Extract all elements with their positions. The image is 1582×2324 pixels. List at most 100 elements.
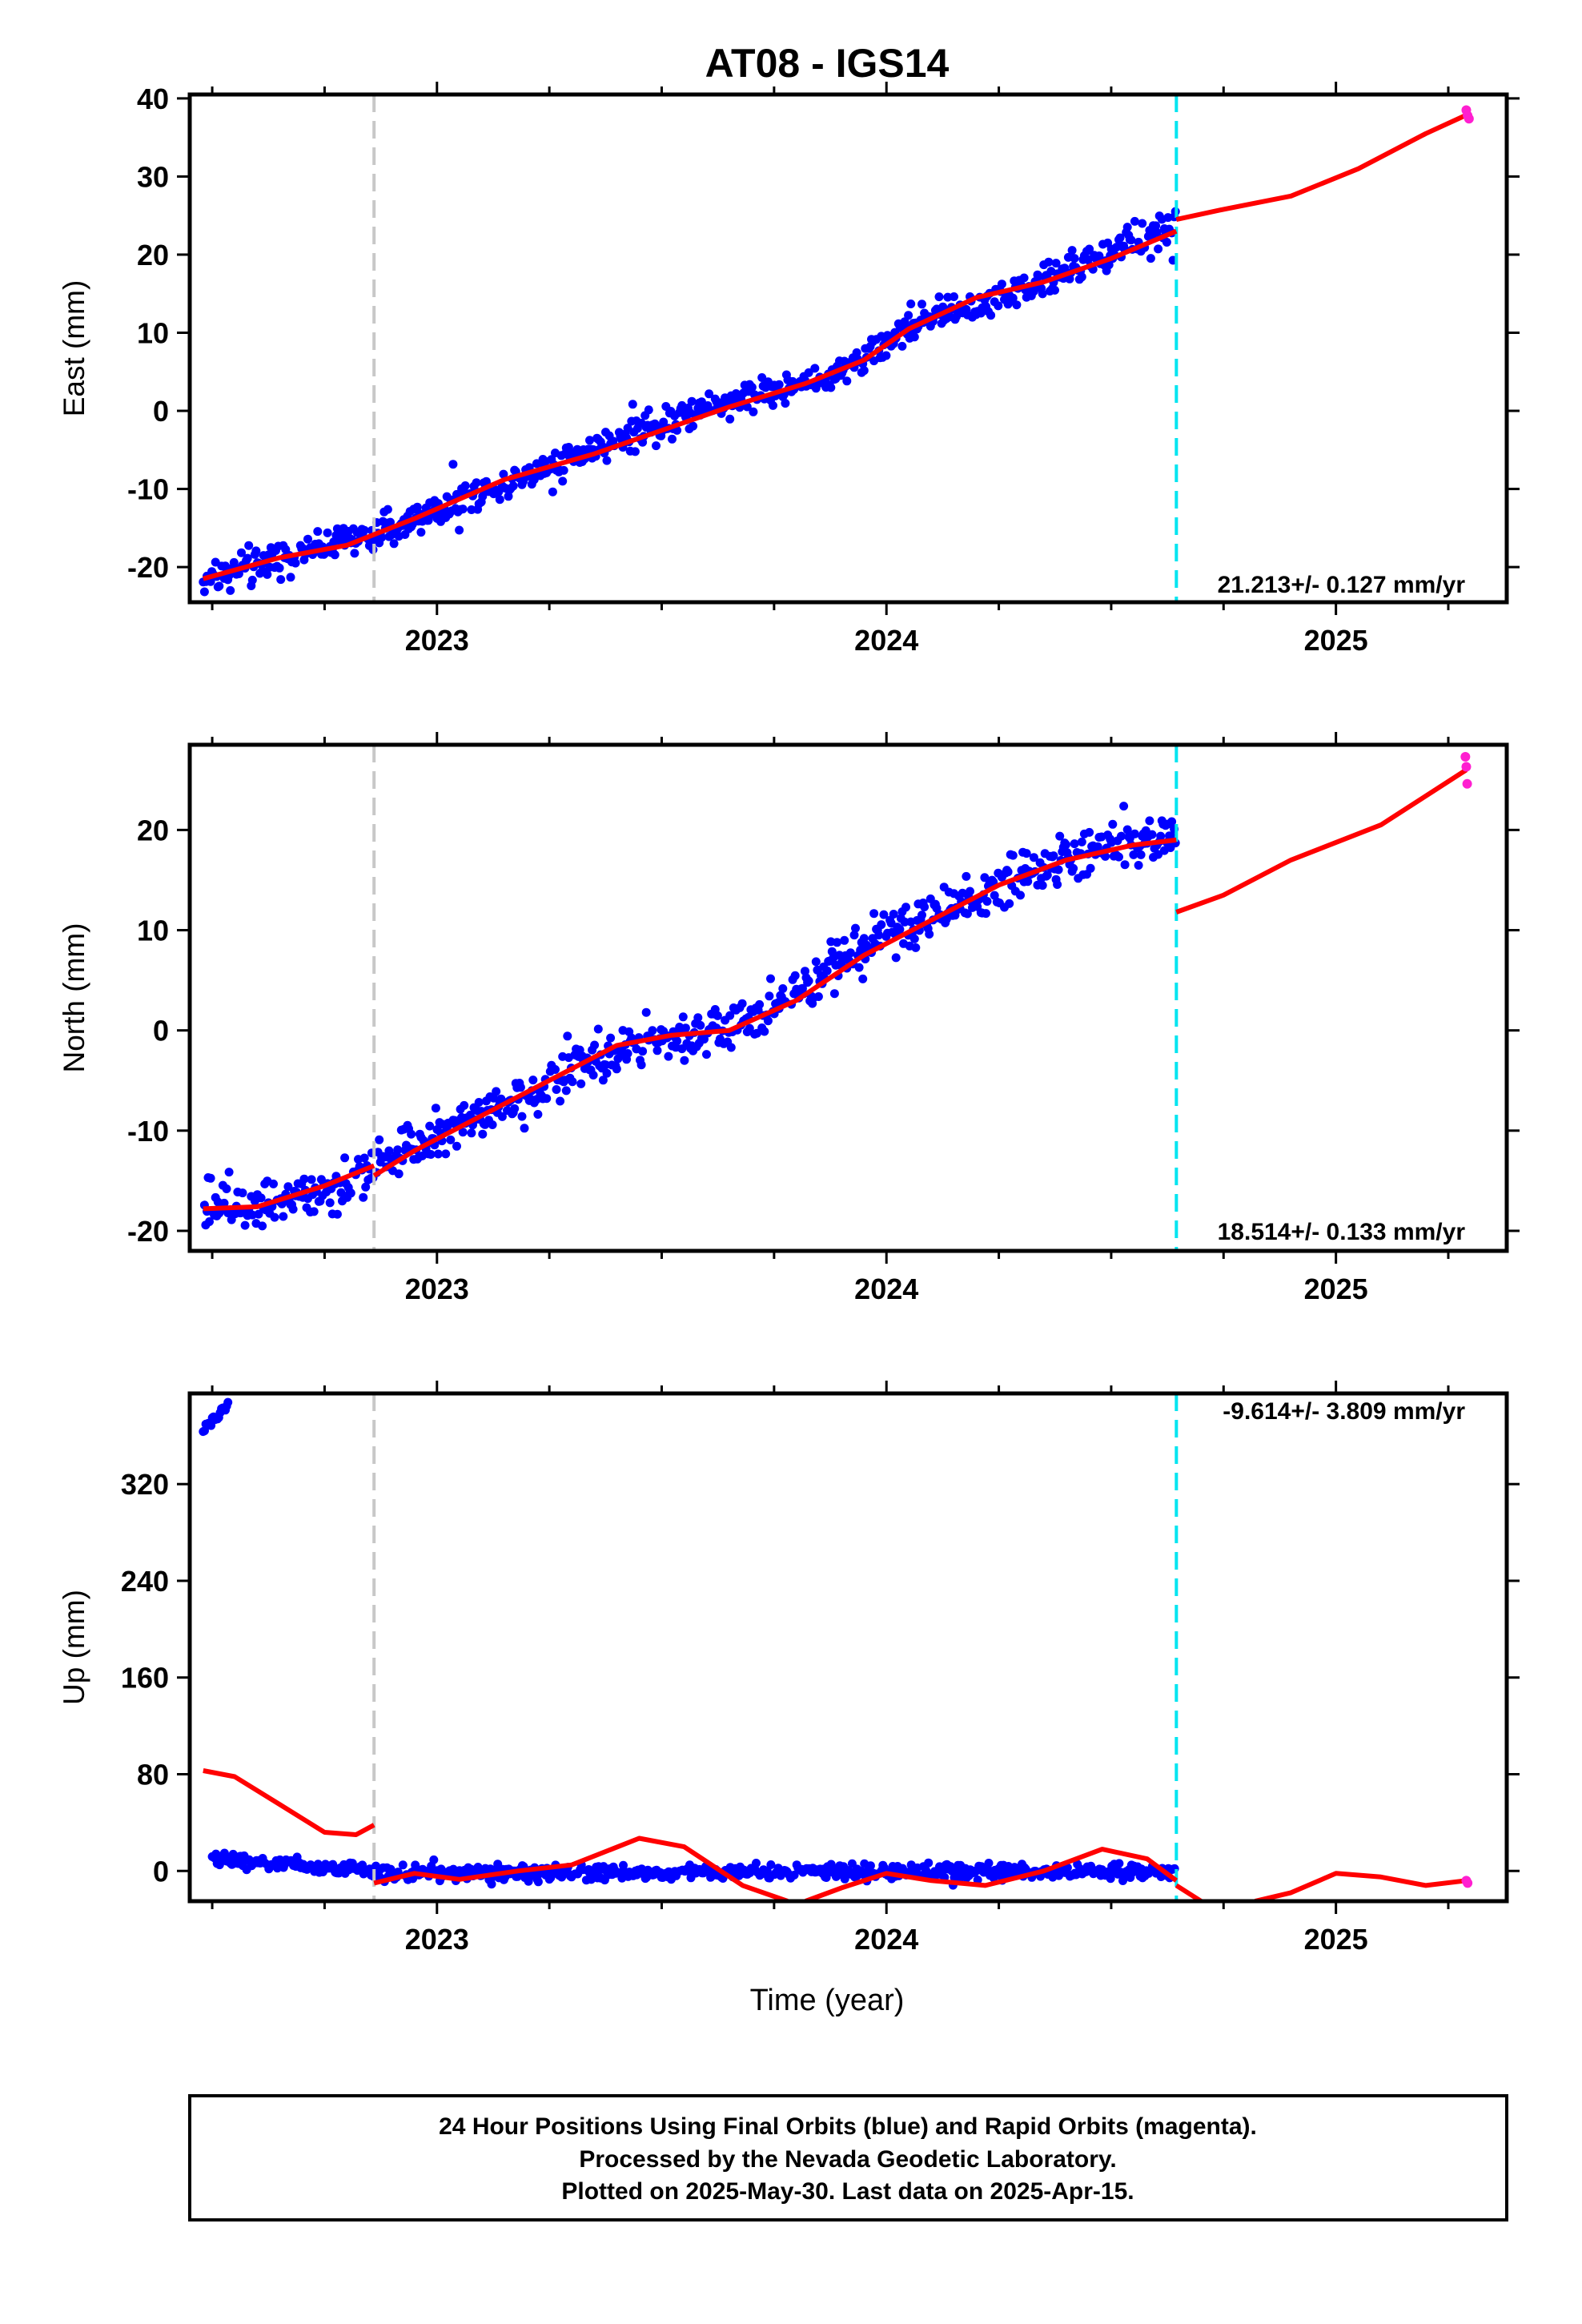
data-point bbox=[548, 487, 557, 497]
y-tick-label: 30 bbox=[137, 160, 169, 193]
data-point bbox=[801, 967, 809, 976]
data-point bbox=[474, 1098, 484, 1107]
data-point bbox=[279, 1212, 288, 1221]
data-point bbox=[431, 1104, 440, 1113]
data-point bbox=[472, 478, 481, 488]
data-point bbox=[1120, 860, 1130, 870]
x-tick-label: 2024 bbox=[854, 624, 918, 657]
data-point bbox=[588, 1071, 598, 1080]
data-point bbox=[1085, 827, 1094, 837]
y-axis-label: Up (mm) bbox=[58, 1590, 90, 1705]
data-point bbox=[1022, 849, 1031, 858]
data-point bbox=[1044, 257, 1054, 267]
data-point bbox=[747, 383, 757, 392]
data-point bbox=[745, 1023, 754, 1033]
data-point bbox=[804, 976, 813, 986]
data-point bbox=[696, 1020, 705, 1030]
data-point bbox=[778, 984, 788, 993]
data-point bbox=[1122, 223, 1132, 232]
data-point bbox=[1051, 259, 1061, 268]
data-point bbox=[638, 1047, 648, 1056]
plot-frame bbox=[187, 1391, 1509, 1904]
data-point bbox=[900, 917, 909, 927]
data-point bbox=[833, 938, 841, 947]
model-curve bbox=[1254, 1871, 1467, 1901]
data-point bbox=[1038, 289, 1047, 299]
data-point bbox=[492, 1087, 501, 1096]
data-point bbox=[412, 502, 422, 512]
data-point bbox=[774, 380, 784, 389]
data-point bbox=[1070, 254, 1079, 263]
data-point bbox=[219, 1198, 229, 1208]
data-point bbox=[749, 407, 758, 416]
data-point bbox=[982, 897, 992, 906]
data-point bbox=[1154, 244, 1163, 254]
data-point bbox=[1067, 246, 1077, 255]
data-point bbox=[687, 396, 697, 406]
data-point bbox=[689, 421, 698, 431]
x-tick-label: 2024 bbox=[854, 1273, 918, 1305]
data-point bbox=[238, 1188, 247, 1198]
data-point bbox=[270, 1212, 279, 1222]
data-point bbox=[1023, 877, 1033, 887]
data-point bbox=[533, 1877, 543, 1887]
data-point bbox=[680, 1055, 689, 1065]
rate-label: -9.614+/- 3.809 mm/yr bbox=[1223, 1398, 1465, 1425]
rapid-orbit-point bbox=[1460, 752, 1471, 762]
model-curve bbox=[203, 1768, 375, 1837]
data-point bbox=[705, 389, 714, 399]
data-point bbox=[556, 1096, 565, 1106]
data-point bbox=[286, 573, 295, 582]
plot-frame bbox=[187, 742, 1509, 1253]
data-point bbox=[520, 1124, 529, 1133]
data-point bbox=[755, 999, 765, 1009]
y-tick-label: -20 bbox=[127, 551, 169, 584]
data-point bbox=[1108, 819, 1118, 829]
data-point bbox=[659, 417, 669, 427]
data-point bbox=[725, 414, 735, 424]
y-tick-label: 10 bbox=[137, 915, 169, 947]
data-point bbox=[460, 1100, 469, 1110]
data-point bbox=[822, 966, 832, 975]
data-point bbox=[1114, 852, 1123, 862]
data-point bbox=[528, 1076, 538, 1085]
rapid-orbit-point bbox=[1463, 1878, 1473, 1888]
data-point bbox=[254, 1209, 263, 1219]
data-point bbox=[504, 492, 513, 501]
y-tick-label: 20 bbox=[137, 814, 169, 846]
data-point bbox=[1049, 851, 1058, 861]
model-curve bbox=[203, 228, 1178, 581]
data-point bbox=[845, 948, 855, 958]
data-point bbox=[630, 447, 640, 456]
y-tick-label: 0 bbox=[153, 1015, 169, 1047]
data-point bbox=[222, 1184, 231, 1193]
data-point bbox=[811, 957, 821, 967]
data-point bbox=[398, 1860, 408, 1870]
data-point bbox=[510, 1104, 520, 1113]
data-point bbox=[1156, 831, 1166, 841]
data-point bbox=[984, 1859, 994, 1868]
model-curve bbox=[203, 1163, 375, 1212]
data-point bbox=[426, 1150, 436, 1159]
data-point bbox=[199, 587, 209, 597]
data-point bbox=[336, 1188, 346, 1197]
data-point bbox=[1061, 840, 1070, 850]
data-point bbox=[1012, 300, 1022, 310]
data-point bbox=[256, 1193, 266, 1203]
data-point bbox=[877, 920, 886, 930]
data-point bbox=[307, 1175, 316, 1184]
data-point bbox=[725, 1011, 735, 1020]
data-point bbox=[602, 1068, 612, 1078]
data-point bbox=[760, 1027, 769, 1036]
data-point bbox=[489, 1093, 499, 1103]
data-point bbox=[897, 341, 907, 351]
y-tick-label: 0 bbox=[153, 395, 169, 428]
data-point bbox=[911, 943, 921, 952]
data-point bbox=[652, 441, 661, 451]
data-point bbox=[1138, 219, 1147, 228]
y-tick-label: 160 bbox=[121, 1662, 169, 1695]
data-point bbox=[874, 931, 884, 940]
data-point bbox=[856, 945, 865, 955]
data-point bbox=[1069, 863, 1078, 873]
data-point bbox=[668, 434, 677, 444]
